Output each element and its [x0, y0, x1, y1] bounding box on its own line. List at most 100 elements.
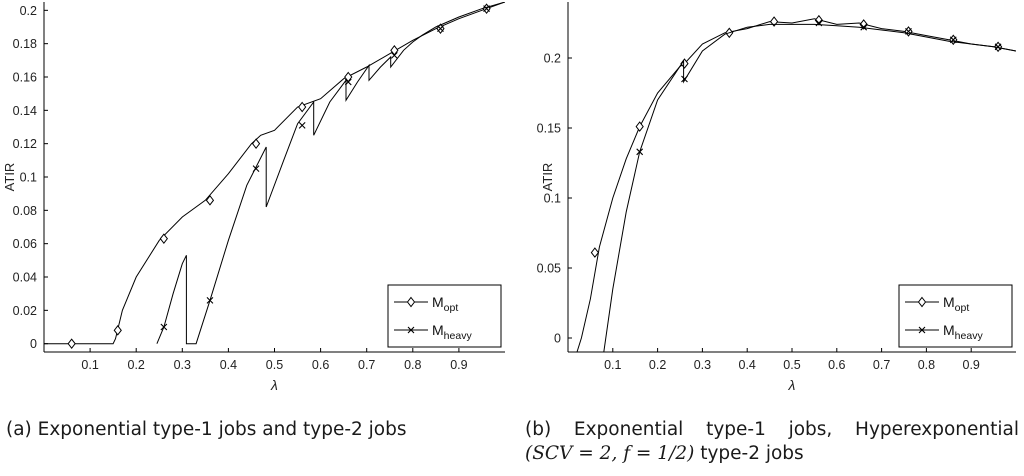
marker-heavy — [905, 28, 912, 35]
legend-marker-opt — [917, 296, 927, 308]
y-tick-label: 0.06 — [13, 237, 37, 251]
marker-heavy — [815, 19, 823, 27]
caption-b-word: (b) — [525, 419, 552, 440]
y-tick-label: 0.15 — [537, 122, 561, 136]
marker-opt — [635, 121, 644, 132]
y-axis-label: ATIR — [540, 163, 555, 192]
marker-heavy — [344, 78, 352, 86]
caption-b-line2: (SCV = 2, f = 1/2) type-2 jobs — [525, 442, 1019, 466]
legend-label-opt: Mopt — [943, 294, 969, 314]
legend-label-sub: heavy — [444, 330, 473, 342]
marker-heavy — [206, 296, 214, 304]
x-tick-label: 0.9 — [450, 358, 467, 372]
marker-heavy — [298, 121, 306, 129]
y-tick-label: 0.1 — [20, 171, 37, 185]
legend-box — [387, 284, 502, 348]
y-axis-label: ATIR — [2, 163, 17, 192]
y-tick-label: 0.14 — [13, 104, 37, 118]
legend-label-main: M — [943, 294, 955, 310]
legend-label-opt: Mopt — [432, 294, 458, 314]
x-tick-label: 0.1 — [604, 358, 621, 372]
y-tick-label: 0.1 — [544, 192, 561, 206]
marker-opt — [67, 338, 76, 349]
x-tick-label: 0.3 — [694, 358, 711, 372]
plot-area — [576, 14, 1016, 352]
x-tick-label: 0.4 — [220, 358, 237, 372]
x-tick-label: 0.2 — [649, 358, 666, 372]
marker-heavy — [949, 36, 957, 44]
marker-heavy — [437, 25, 444, 33]
caption-b: (b) Exponential type-1 jobs, Hyperexpone… — [525, 418, 1019, 466]
legend-label-main: M — [943, 322, 955, 338]
marker-heavy — [483, 5, 490, 13]
y-tick-label: 0.04 — [13, 271, 37, 285]
y-tick-label: 0.05 — [537, 262, 561, 276]
marker-heavy — [681, 75, 688, 83]
x-tick-label: 0.4 — [739, 358, 756, 372]
x-axis-label: λ — [270, 377, 278, 393]
y-tick-label: 0.2 — [20, 4, 37, 18]
caption-b-word: jobs, — [788, 419, 833, 440]
legend-label-sub: opt — [444, 302, 459, 314]
legend-marker-heavy — [918, 326, 926, 334]
caption-b-line1: (b) Exponential type-1 jobs, Hyperexpone… — [525, 418, 1019, 442]
marker-heavy — [994, 43, 1002, 51]
caption-b-word: type-1 — [706, 419, 766, 440]
figure-charts: 0.1 0.2 0.3 0.4 0.5 0.6 0.7 0.8 0.9 0 0.02 0.04 0.06… — [2, 2, 1016, 393]
caption-b-word: Exponential — [573, 419, 684, 440]
marker-opt — [159, 233, 168, 244]
marker-opt — [590, 247, 600, 258]
marker-heavy — [390, 51, 398, 59]
x-tick-label: 0.7 — [358, 358, 375, 372]
marker-opt — [251, 138, 261, 149]
legend-label-sub: opt — [955, 302, 970, 314]
y-tick-label: 0.12 — [13, 137, 37, 151]
x-tick-label: 0.5 — [783, 358, 800, 372]
y-tick-label: 0.16 — [13, 71, 37, 85]
y-tick-label: 0.02 — [13, 304, 37, 318]
x-tick-label: 0.5 — [266, 358, 283, 372]
y-tick-label: 0 — [554, 332, 561, 346]
y-tick-label: 0 — [30, 337, 37, 351]
caption-b-math: (SCV = 2, f = 1/2) — [525, 443, 695, 464]
marker-heavy — [160, 323, 168, 331]
series-line-heavy — [156, 2, 505, 345]
caption-a: (a) Exponential type-1 jobs and type-2 j… — [6, 419, 407, 440]
y-tick-label: 0.2 — [544, 52, 561, 66]
marker-heavy — [636, 148, 644, 156]
marker-opt — [205, 195, 215, 206]
legend-marker-heavy — [407, 326, 415, 334]
marker-opt — [113, 325, 122, 336]
marker-opt — [769, 16, 779, 27]
x-tick-label: 0.3 — [174, 358, 191, 372]
x-tick-label: 0.8 — [918, 358, 935, 372]
x-tick-label: 0.2 — [128, 358, 145, 372]
x-axis-label: λ — [788, 377, 796, 393]
legend-label-sub: heavy — [955, 330, 984, 342]
legend-label-main: M — [432, 294, 444, 310]
series-line-opt — [576, 18, 1016, 352]
x-tick-label: 0.6 — [828, 358, 845, 372]
legend-label-main: M — [432, 322, 444, 338]
plot-area — [44, 2, 505, 349]
series-line-heavy — [603, 23, 1016, 352]
chart-panel-a: 0.1 0.2 0.3 0.4 0.5 0.6 0.7 0.8 0.9 0 0.02 0.04 0.06… — [2, 2, 505, 393]
marker-opt — [298, 101, 307, 113]
x-tick-label: 0.8 — [404, 358, 421, 372]
legend-marker-opt — [406, 296, 416, 308]
legend-box — [898, 284, 1013, 348]
x-tick-label: 0.9 — [963, 358, 980, 372]
y-tick-label: 0.08 — [13, 204, 37, 218]
x-tick-label: 0.7 — [873, 358, 890, 372]
marker-heavy — [252, 165, 260, 173]
legend-label-heavy: Mheavy — [943, 322, 983, 342]
caption-b-tail: type-2 jobs — [694, 443, 804, 464]
chart-panel-b: 0.1 0.2 0.3 0.4 0.5 0.6 0.7 0.8 0.9 0 0.05 0.1 0.15 0… — [537, 2, 1016, 393]
x-tick-label: 0.6 — [312, 358, 329, 372]
marker-opt — [859, 19, 868, 30]
legend-label-heavy: Mheavy — [432, 322, 472, 342]
x-tick-label: 0.1 — [81, 358, 98, 372]
marker-heavy — [860, 23, 868, 31]
